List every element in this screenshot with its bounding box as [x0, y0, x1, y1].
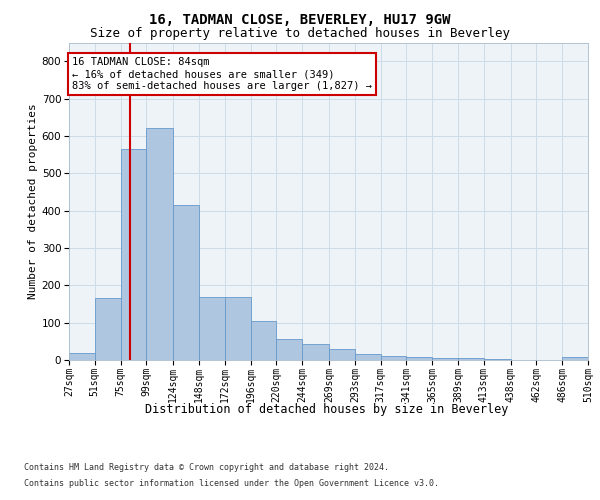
Bar [173, 205, 199, 360]
Text: Contains public sector information licensed under the Open Government Licence v3: Contains public sector information licen… [24, 479, 439, 488]
Text: Contains HM Land Registry data © Crown copyright and database right 2024.: Contains HM Land Registry data © Crown c… [24, 462, 389, 471]
Bar [458, 358, 484, 360]
Bar [432, 358, 458, 360]
Bar [146, 128, 173, 360]
Bar [302, 344, 329, 360]
Bar [199, 296, 225, 360]
Bar [329, 349, 355, 360]
Bar [121, 149, 146, 360]
Bar [484, 358, 511, 360]
Bar [406, 357, 432, 360]
Bar [225, 296, 251, 360]
Bar [355, 354, 380, 360]
Bar [95, 298, 121, 360]
Text: Distribution of detached houses by size in Beverley: Distribution of detached houses by size … [145, 402, 509, 415]
Bar [562, 358, 588, 360]
Text: Size of property relative to detached houses in Beverley: Size of property relative to detached ho… [90, 28, 510, 40]
Bar [251, 321, 277, 360]
Bar [277, 340, 302, 360]
Bar [69, 352, 95, 360]
Text: 16, TADMAN CLOSE, BEVERLEY, HU17 9GW: 16, TADMAN CLOSE, BEVERLEY, HU17 9GW [149, 12, 451, 26]
Y-axis label: Number of detached properties: Number of detached properties [28, 104, 38, 299]
Bar [380, 356, 406, 360]
Text: 16 TADMAN CLOSE: 84sqm
← 16% of detached houses are smaller (349)
83% of semi-de: 16 TADMAN CLOSE: 84sqm ← 16% of detached… [72, 58, 372, 90]
